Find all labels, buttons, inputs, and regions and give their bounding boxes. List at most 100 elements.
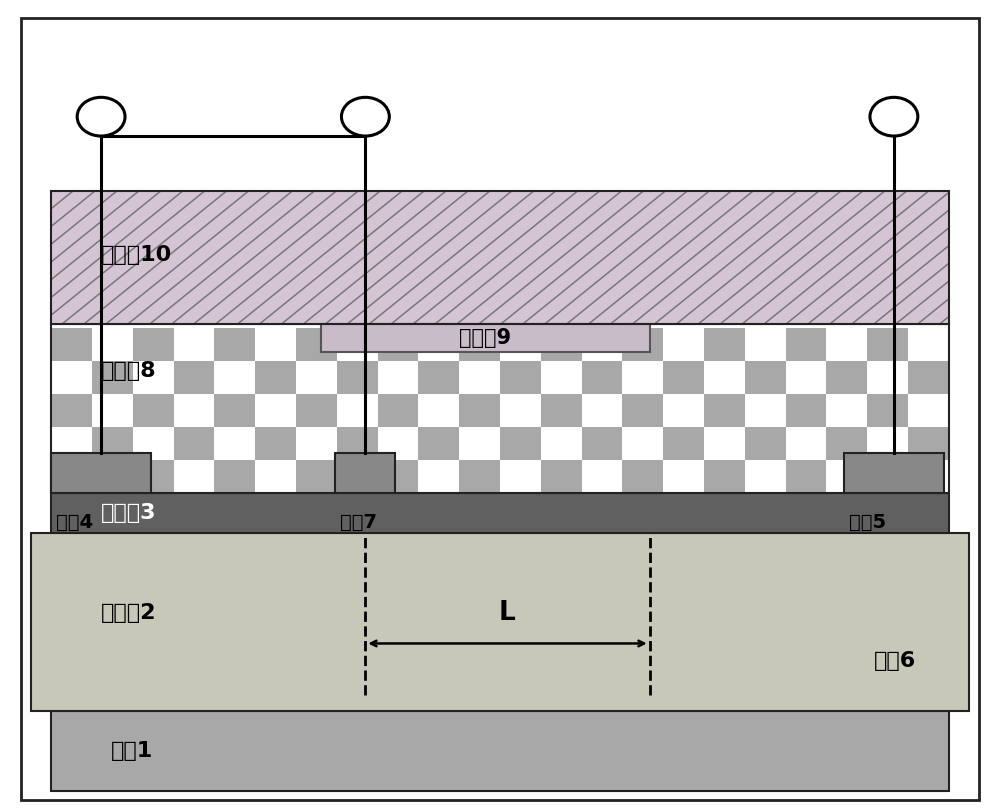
Bar — [908, 394, 949, 427]
Bar — [214, 394, 255, 427]
Bar — [622, 328, 663, 362]
Bar — [826, 427, 867, 460]
Bar — [418, 362, 459, 394]
Bar — [908, 460, 949, 493]
Bar — [51, 328, 92, 362]
Bar — [51, 362, 92, 394]
Bar — [92, 394, 133, 427]
Bar — [337, 427, 378, 460]
Text: 保护北10: 保护北10 — [101, 244, 172, 265]
Bar — [51, 394, 92, 427]
Bar — [826, 362, 867, 394]
Bar — [745, 427, 786, 460]
Bar — [296, 394, 337, 427]
Bar — [31, 533, 969, 711]
Bar — [133, 460, 174, 493]
Bar — [459, 362, 500, 394]
Bar — [296, 328, 337, 362]
Text: L: L — [499, 599, 516, 625]
Bar — [786, 460, 826, 493]
Bar — [418, 427, 459, 460]
Bar — [296, 460, 337, 493]
Bar — [786, 394, 826, 427]
Bar — [745, 394, 786, 427]
Bar — [255, 427, 296, 460]
Bar — [133, 328, 174, 362]
Bar — [704, 394, 745, 427]
Bar — [622, 394, 663, 427]
Bar — [786, 362, 826, 394]
Bar — [786, 427, 826, 460]
Bar — [663, 362, 704, 394]
Bar — [541, 427, 582, 460]
Bar — [214, 460, 255, 493]
Bar — [378, 427, 418, 460]
Bar — [459, 460, 500, 493]
Bar — [255, 362, 296, 394]
Bar — [541, 328, 582, 362]
Bar — [500, 427, 541, 460]
Bar — [174, 427, 214, 460]
Bar — [174, 394, 214, 427]
Bar — [500, 460, 541, 493]
Bar — [335, 453, 395, 493]
Bar — [214, 427, 255, 460]
Text: 栌朅7: 栌朅7 — [340, 514, 377, 532]
Bar — [745, 328, 786, 362]
Bar — [826, 394, 867, 427]
Bar — [418, 394, 459, 427]
Bar — [867, 427, 908, 460]
Bar — [908, 362, 949, 394]
Bar — [826, 460, 867, 493]
Bar — [459, 394, 500, 427]
Bar — [500, 362, 541, 394]
Text: 漏朅5: 漏朅5 — [849, 514, 886, 532]
Bar — [214, 328, 255, 362]
Bar — [844, 453, 944, 493]
Circle shape — [341, 97, 389, 136]
Bar — [704, 460, 745, 493]
Bar — [704, 328, 745, 362]
Bar — [867, 362, 908, 394]
Bar — [663, 328, 704, 362]
Bar — [296, 427, 337, 460]
Bar — [51, 493, 949, 533]
Bar — [622, 427, 663, 460]
Bar — [418, 328, 459, 362]
Bar — [214, 362, 255, 394]
Bar — [133, 427, 174, 460]
Bar — [908, 427, 949, 460]
Bar — [663, 427, 704, 460]
Bar — [745, 460, 786, 493]
Bar — [704, 362, 745, 394]
Bar — [92, 328, 133, 362]
Bar — [459, 427, 500, 460]
Bar — [867, 460, 908, 493]
Bar — [51, 324, 949, 493]
Text: 台面6: 台面6 — [874, 651, 916, 671]
Bar — [337, 362, 378, 394]
Bar — [541, 362, 582, 394]
Bar — [418, 460, 459, 493]
Bar — [255, 460, 296, 493]
Bar — [378, 362, 418, 394]
Text: 衍底1: 衍底1 — [111, 741, 153, 761]
Circle shape — [77, 97, 125, 136]
Bar — [500, 328, 541, 362]
Text: 源场朆9: 源场朆9 — [459, 328, 511, 348]
Text: 过渡兲2: 过渡兲2 — [101, 604, 157, 623]
Bar — [582, 427, 622, 460]
Bar — [92, 427, 133, 460]
Bar — [92, 362, 133, 394]
Bar — [133, 362, 174, 394]
Bar — [459, 328, 500, 362]
Bar — [867, 394, 908, 427]
Bar — [51, 711, 949, 791]
Bar — [337, 394, 378, 427]
Bar — [622, 362, 663, 394]
Bar — [255, 328, 296, 362]
Text: 源朅4: 源朅4 — [56, 514, 93, 532]
Bar — [92, 460, 133, 493]
Circle shape — [870, 97, 918, 136]
Bar — [745, 362, 786, 394]
